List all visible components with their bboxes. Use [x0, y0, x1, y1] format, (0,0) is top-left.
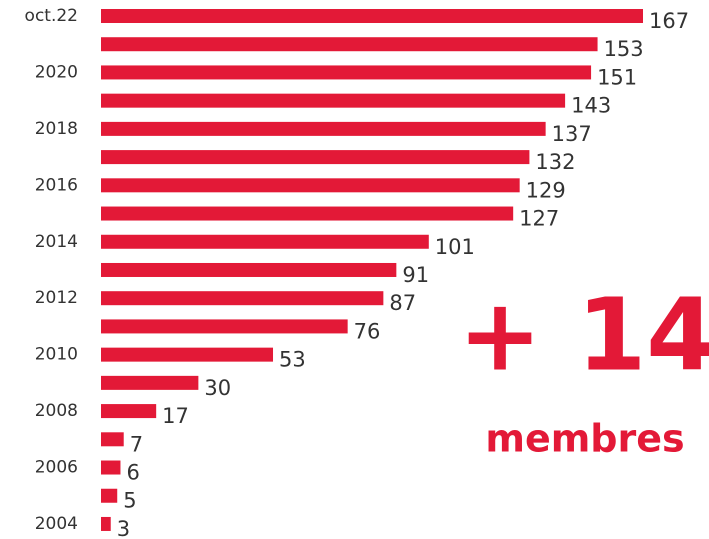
y-tick-label: 2006: [35, 458, 78, 478]
value-label: 30: [204, 376, 231, 400]
y-tick-label: 2020: [35, 62, 78, 82]
y-tick-label: 2008: [35, 401, 78, 421]
value-label: 91: [402, 263, 429, 287]
value-label: 3: [117, 517, 130, 539]
bar: [101, 516, 111, 531]
bar: [101, 150, 530, 165]
y-tick-label: 2014: [35, 232, 78, 252]
bar: [101, 460, 121, 475]
value-label: 143: [571, 94, 611, 118]
value-label: 153: [604, 37, 644, 61]
y-tick-label: oct.22: [25, 6, 78, 26]
bar: [101, 291, 384, 306]
value-label: 101: [435, 235, 475, 259]
bar: [101, 37, 598, 52]
bar: [101, 93, 566, 108]
y-tick-label: 2016: [35, 175, 78, 195]
bar: [101, 234, 429, 249]
annotation-big: + 14: [458, 276, 709, 393]
y-tick-label: 2004: [35, 514, 78, 534]
y-tick-label: 2018: [35, 119, 78, 139]
value-label: 129: [526, 178, 566, 202]
value-label: 7: [130, 432, 143, 456]
value-label: 151: [597, 65, 637, 89]
value-label: 137: [552, 122, 592, 146]
value-label: 5: [123, 489, 136, 513]
bar: [101, 404, 157, 419]
bar: [101, 375, 199, 390]
value-label: 127: [519, 207, 559, 231]
value-label: 53: [279, 348, 306, 372]
y-tick-label: 2012: [35, 288, 78, 308]
value-label: 167: [649, 9, 689, 33]
bar: [101, 178, 520, 193]
value-label: 6: [126, 461, 139, 485]
bar: [101, 9, 643, 23]
value-label: 17: [162, 404, 189, 428]
y-tick-label: 2010: [35, 345, 78, 365]
bar: [101, 65, 592, 80]
bar: [101, 319, 348, 334]
bar: [101, 432, 124, 447]
value-label: 76: [354, 319, 381, 343]
bar: [101, 488, 118, 503]
value-label: 132: [535, 150, 575, 174]
bar: [101, 206, 514, 221]
value-label: 87: [389, 291, 416, 315]
bar: [101, 347, 274, 362]
bar: [101, 121, 546, 136]
bar: [101, 262, 397, 277]
annotation-sub: membres: [485, 417, 684, 461]
